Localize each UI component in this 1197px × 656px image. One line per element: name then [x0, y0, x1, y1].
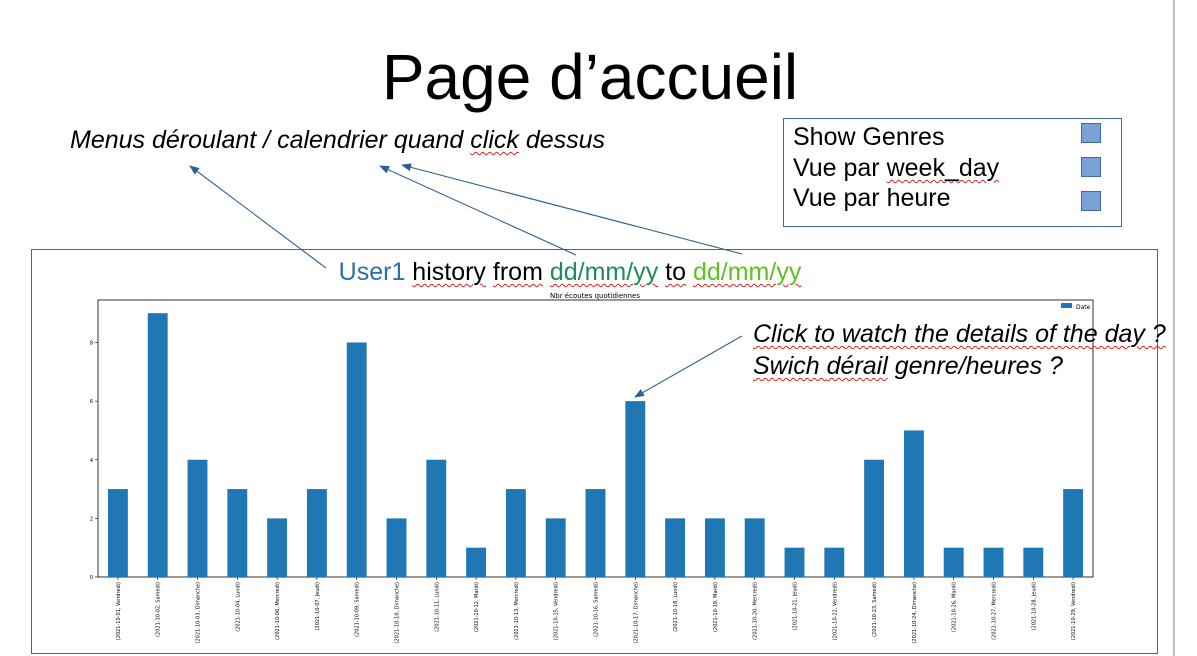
- x-tick-label: (2021-10-07, Jeudi): [315, 582, 321, 630]
- option-show-genres-label: Show Genres: [793, 123, 945, 151]
- x-tick-label: (2021-10-04, Lundi): [235, 582, 241, 632]
- bar[interactable]: [903, 430, 924, 577]
- bar[interactable]: [1063, 489, 1084, 577]
- x-tick-label: (2021-10-01, Vendredi): [116, 582, 122, 640]
- x-tick-label: (2021-10-03, Dimanche): [196, 582, 202, 644]
- bar[interactable]: [267, 518, 288, 577]
- x-tick-label: (2021-10-21, Jeudi): [793, 582, 799, 630]
- x-tick-label: (2021-10-06, Mercredi): [275, 582, 281, 640]
- option-week-day-label: Vue par: [793, 154, 887, 182]
- x-tick-label: (2021-10-19, Mardi): [713, 582, 719, 632]
- y-tick-label: 2: [90, 516, 93, 522]
- date-from-picker[interactable]: dd/mm/yy: [549, 258, 659, 286]
- details-annotation-line-1: Click to watch the details of the day ?: [753, 320, 1166, 348]
- y-tick-label: 8: [90, 341, 93, 347]
- bar[interactable]: [107, 489, 128, 577]
- bar[interactable]: [585, 489, 606, 577]
- arrow-user-to-menus: [189, 165, 327, 269]
- from-word: from: [492, 258, 543, 286]
- bar[interactable]: [625, 401, 646, 577]
- details-annotation-line-2: Swich dérail genre/heures ?: [753, 350, 1166, 382]
- x-tick-label: (2021-10-23, Samedi): [872, 582, 878, 637]
- date-to-picker[interactable]: dd/mm/yy: [692, 258, 802, 286]
- bar[interactable]: [147, 313, 168, 577]
- week-day-checkbox[interactable]: [1081, 157, 1101, 177]
- bar[interactable]: [824, 547, 845, 577]
- bar[interactable]: [545, 518, 566, 577]
- x-tick-label: (2021-10-17, Dimanche): [633, 582, 639, 644]
- details-annotation-end: genre/heures ?: [887, 352, 1063, 380]
- option-heure[interactable]: Vue par heure: [793, 183, 951, 213]
- menus-annotation-click-word: click: [470, 126, 519, 154]
- x-tick-label: (2021-10-26, Mardi): [952, 582, 958, 632]
- bar[interactable]: [704, 518, 725, 577]
- x-tick-label: (2021-10-28, Jeudi): [1031, 582, 1037, 630]
- arrow-details-to-bar: [634, 335, 743, 398]
- details-annotation-swich: Swich: [753, 352, 827, 380]
- legend-label: Date: [1076, 304, 1091, 311]
- user-selector[interactable]: User1: [338, 258, 406, 286]
- bar[interactable]: [505, 489, 526, 577]
- bar[interactable]: [784, 547, 805, 577]
- chart-title: Nbr écoutes quotidiennes: [550, 292, 640, 300]
- option-week-day-keyword: week_day: [886, 154, 1000, 182]
- y-tick-label: 6: [90, 399, 93, 405]
- x-tick-label: (2021-10-15, Vendredi): [554, 582, 560, 640]
- x-tick-label: (2021-10-09, Samedi): [355, 582, 361, 637]
- menus-annotation-suffix: dessus: [518, 126, 606, 154]
- y-tick-label: 4: [90, 458, 93, 464]
- details-annotation-derail: dérail: [826, 352, 888, 380]
- menus-annotation-text: Menus déroulant / calendrier quand: [70, 126, 471, 154]
- x-tick-label: (2021-10-27, Mercredi): [992, 582, 998, 640]
- x-tick-label: (2021-10-13, Mercredi): [514, 582, 520, 640]
- bar[interactable]: [943, 547, 964, 577]
- legend-swatch: [1061, 303, 1072, 308]
- bar[interactable]: [306, 489, 327, 577]
- option-show-genres[interactable]: Show Genres: [793, 122, 944, 152]
- x-tick-label: (2021-10-22, Vendredi): [832, 582, 838, 640]
- to-word: to: [665, 258, 687, 286]
- bar[interactable]: [386, 518, 407, 577]
- bar[interactable]: [1023, 547, 1044, 577]
- x-tick-label: (2021-10-12, Mardi): [474, 582, 480, 632]
- x-tick-label: (2021-10-11, Lundi): [434, 582, 440, 632]
- bar[interactable]: [864, 459, 885, 577]
- x-tick-label: (2021-10-29, Vendredi): [1071, 582, 1077, 640]
- page-title: Page d’accueil: [381, 41, 799, 113]
- details-annotation: Click to watch the details of the day ? …: [753, 318, 1166, 382]
- bar[interactable]: [744, 518, 765, 577]
- bar[interactable]: [665, 518, 686, 577]
- history-header: User1 history from dd/mm/yy to dd/mm/yy: [0, 258, 1140, 287]
- bar[interactable]: [983, 547, 1004, 577]
- x-tick-label: (2021-10-10, Dimanche): [395, 582, 401, 644]
- x-tick-label: (2021-10-20, Mercredi): [753, 582, 759, 640]
- bar[interactable]: [227, 489, 248, 577]
- bar[interactable]: [426, 459, 447, 577]
- option-heure-label: Vue par heure: [793, 184, 951, 212]
- chart-marks: 0 2 4 6 8 (2021-10-01, Vendredi) (2021-10-02, …: [90, 313, 1084, 644]
- slide-edge-divider: [1173, 0, 1175, 656]
- history-word: history: [412, 258, 486, 286]
- history-panel: [31, 249, 1158, 654]
- menus-annotation: Menus déroulant / calendrier quand click…: [70, 126, 605, 155]
- heure-checkbox[interactable]: [1081, 191, 1101, 211]
- option-week-day[interactable]: Vue par week_day: [793, 153, 999, 183]
- x-tick-label: (2021-10-24, Dimanche): [912, 582, 918, 644]
- bar[interactable]: [466, 547, 487, 577]
- x-tick-label: (2021-10-16, Samedi): [594, 582, 600, 637]
- x-tick-label: (2021-10-02, Samedi): [156, 582, 162, 637]
- x-tick-label: (2021-10-18, Lundi): [673, 582, 679, 632]
- arrow-to-date-to-menus: [401, 163, 743, 255]
- show-genres-checkbox[interactable]: [1081, 123, 1101, 143]
- view-options-panel: Show Genres Vue par week_day Vue par heu…: [783, 118, 1122, 227]
- y-tick-label: 0: [90, 575, 93, 581]
- arrow-from-date-to-menus: [379, 165, 577, 256]
- bar[interactable]: [187, 459, 208, 577]
- bar[interactable]: [346, 342, 367, 577]
